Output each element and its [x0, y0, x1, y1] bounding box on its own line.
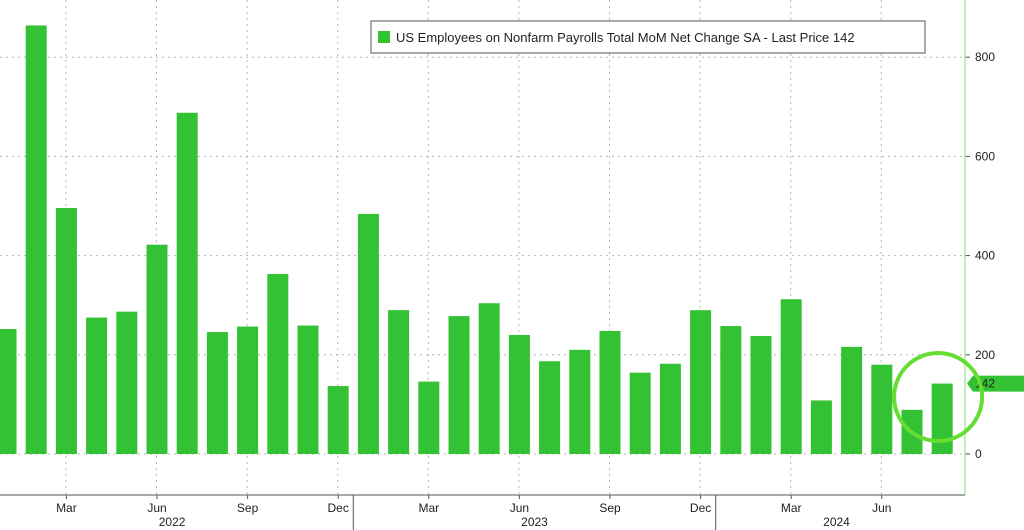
y-tick-label: 800: [975, 50, 995, 64]
bar: [418, 381, 440, 454]
bar: [0, 329, 17, 454]
bar: [931, 383, 953, 454]
bar: [569, 349, 591, 454]
bar: [448, 316, 470, 454]
x-tick-label: Jun: [872, 501, 891, 515]
axes: 0 200 400 600 800 Mar Jun Sep Dec Mar Jun Sep Dec Mar…: [0, 0, 995, 530]
bars: [0, 25, 953, 455]
bar: [690, 310, 712, 454]
x-tick-label: Mar: [781, 501, 802, 515]
bar: [810, 400, 832, 454]
year-label: 2022: [159, 515, 186, 529]
bar: [116, 311, 138, 454]
x-tick-label: Sep: [237, 501, 259, 515]
bar: [206, 331, 228, 454]
bar: [720, 326, 742, 454]
x-tick-label: Jun: [510, 501, 529, 515]
y-tick-label: 200: [975, 348, 995, 362]
bar: [750, 335, 772, 454]
bar: [659, 363, 681, 454]
bar: [237, 326, 259, 454]
bar: [841, 346, 863, 454]
bar: [388, 310, 410, 454]
year-label: 2024: [823, 515, 850, 529]
bar: [267, 273, 289, 454]
x-tick-label: Mar: [418, 501, 439, 515]
bar: [780, 299, 802, 454]
x-tick-label: Sep: [599, 501, 621, 515]
legend-swatch: [378, 31, 390, 43]
y-tick-label: 600: [975, 149, 995, 163]
year-label: 2023: [521, 515, 548, 529]
bar: [478, 303, 500, 454]
bar: [508, 334, 530, 454]
bar: [599, 330, 621, 454]
bar: [176, 112, 198, 454]
bar: [297, 325, 319, 454]
bar: [327, 386, 349, 454]
legend-box: [370, 20, 926, 54]
bar: [357, 213, 379, 454]
bar: [55, 207, 77, 454]
legend-label: US Employees on Nonfarm Payrolls Total M…: [396, 30, 855, 45]
y-tick-label: 0: [975, 447, 982, 461]
bar: [629, 372, 651, 454]
bar: [539, 361, 561, 454]
bar: [871, 364, 893, 454]
bar: [146, 244, 168, 454]
annotations: 142: [892, 351, 1024, 443]
legend: US Employees on Nonfarm Payrolls Total M…: [370, 20, 926, 54]
x-tick-label: Dec: [328, 501, 349, 515]
bar: [25, 25, 47, 455]
x-tick-label: Dec: [690, 501, 711, 515]
x-tick-label: Mar: [56, 501, 77, 515]
y-tick-label: 400: [975, 249, 995, 263]
highlight-circle: [892, 351, 985, 443]
x-tick-label: Jun: [147, 501, 166, 515]
bar: [86, 317, 108, 454]
